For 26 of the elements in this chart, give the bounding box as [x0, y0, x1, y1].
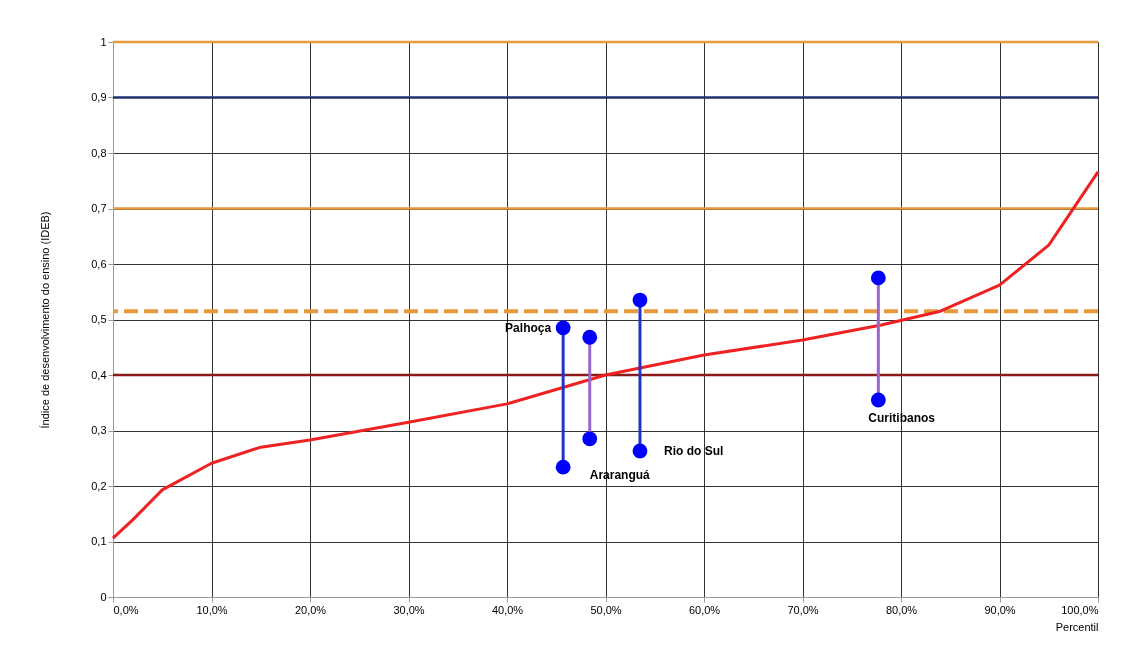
y-tick-label: 1: [100, 35, 107, 48]
y-tick-label: 0,2: [91, 479, 107, 492]
y-tick-label: 0,6: [91, 257, 107, 270]
x-axis-title: Percentil: [1055, 620, 1099, 633]
annotation: Rio do Sul: [663, 444, 724, 459]
x-tick-label: 0,0%: [113, 603, 139, 616]
y-tick-label: 0: [100, 590, 107, 603]
y-tick-label: 0,9: [91, 91, 107, 103]
x-tick-label: 50,0%: [590, 603, 622, 616]
y-tick-label: 0,7: [91, 202, 107, 214]
x-tick-label: 60,0%: [688, 603, 721, 616]
x-tick-label: 40,0%: [491, 603, 524, 616]
y-tick-label: 0,1: [91, 535, 107, 547]
x-tick-label: 100,0%: [1061, 603, 1099, 616]
y-tick-label: 0,4: [91, 368, 107, 381]
x-tick-label: 20,0%: [294, 603, 327, 616]
y-tick-label: 0,8: [91, 146, 107, 159]
x-tick-label: 30,0%: [393, 603, 425, 616]
x-tick-label: 80,0%: [885, 603, 918, 616]
y-axis-title: Índice de desenvolvimento do ensino (IDEB): [39, 211, 52, 429]
y-tick-label: 0,5: [91, 313, 107, 325]
line-series: [111, 170, 1100, 540]
x-tick-label: 90,0%: [984, 603, 1016, 616]
y-tick-label: 0,3: [91, 424, 107, 436]
x-tick-label: 70,0%: [787, 603, 819, 616]
x-tick-label: 10,0%: [196, 603, 228, 616]
